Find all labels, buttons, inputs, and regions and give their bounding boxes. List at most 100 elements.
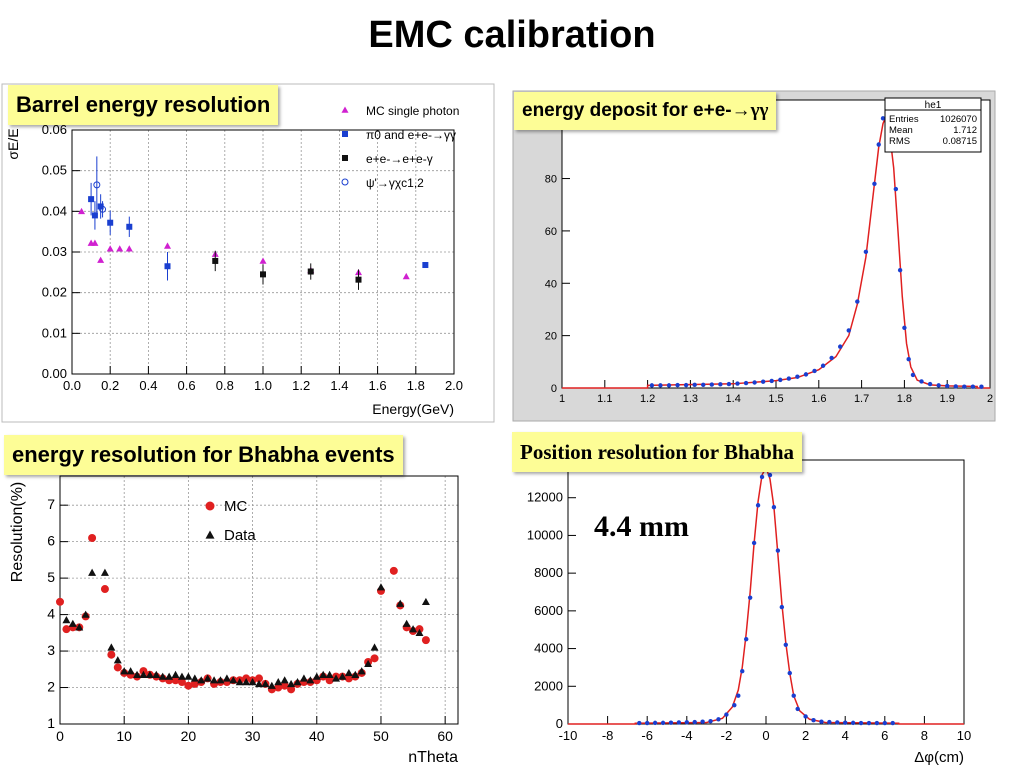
- x-tick-label: 30: [245, 728, 261, 744]
- data-point: [812, 368, 817, 374]
- x-tick-label: 0.2: [101, 378, 119, 393]
- data-point: [106, 245, 114, 252]
- data-point: [116, 245, 124, 252]
- data-point: [274, 683, 283, 692]
- data-point: [212, 257, 219, 264]
- x-tick-label: -8: [602, 728, 614, 743]
- data-point: [120, 667, 129, 675]
- data-point: [370, 643, 379, 651]
- y-tick-label: 80: [545, 174, 557, 186]
- data-point: [970, 384, 976, 389]
- data-point: [855, 299, 860, 304]
- y-tick-label: 4000: [534, 641, 563, 656]
- data-point: [953, 384, 958, 389]
- legend-label: e+e-→e+e-γ: [366, 152, 433, 166]
- x-tick-label: 0.4: [139, 378, 157, 393]
- data-point: [99, 205, 107, 213]
- data-point: [100, 568, 109, 576]
- x-tick-label: 1.0: [254, 378, 272, 393]
- data-point: [882, 720, 887, 726]
- data-point: [260, 271, 266, 278]
- data-point: [858, 720, 864, 726]
- x-tick-label: 1.2: [292, 378, 310, 393]
- data-point: [658, 383, 663, 388]
- data-point: [846, 328, 851, 333]
- data-point: [165, 672, 174, 680]
- data-point: [409, 625, 418, 633]
- data-point: [708, 718, 713, 724]
- data-point: [752, 380, 757, 385]
- data-point: [280, 681, 289, 690]
- data-point: [306, 676, 315, 684]
- x-tick-label: 10: [957, 728, 971, 743]
- data-point: [786, 376, 792, 381]
- data-point: [184, 681, 193, 690]
- data-point: [62, 625, 71, 634]
- data-point: [203, 674, 212, 682]
- data-point: [267, 681, 276, 689]
- data-point: [287, 679, 296, 688]
- x-tick-label: 0: [762, 728, 769, 743]
- gamma-gamma-text: γγ: [750, 100, 769, 121]
- y-tick-label: 2: [47, 679, 55, 695]
- legend-label: π0 and e+e-→γγ: [366, 128, 456, 142]
- data-point: [872, 181, 877, 186]
- data-point: [890, 720, 895, 726]
- data-point: [88, 534, 97, 542]
- x-tick-label: 40: [309, 728, 325, 744]
- y-tick-label: 12000: [527, 490, 563, 505]
- legend-marker: [205, 530, 215, 539]
- data-point: [177, 672, 186, 680]
- data-point: [133, 670, 142, 678]
- data-point: [649, 383, 655, 388]
- y-axis-title: σE/E: [5, 128, 21, 159]
- y-tick-label: 5: [47, 569, 55, 585]
- data-point: [171, 670, 180, 678]
- data-point: [893, 186, 899, 192]
- data-point: [255, 674, 263, 683]
- y-axis-title: Resolution(%): [9, 482, 26, 582]
- data-point: [325, 670, 334, 678]
- x-tick-label: 0.6: [178, 378, 196, 393]
- data-point: [332, 674, 341, 682]
- data-point: [843, 720, 848, 725]
- data-point: [927, 381, 933, 387]
- data-point: [357, 667, 366, 675]
- bhabha-resolution-panel: 0 10 20 30 40 50 60 1 2 3 4 5 6 7 nTheta Resolution(%) M…: [0, 432, 490, 768]
- x-tick-label: 1.1: [597, 393, 612, 405]
- x-tick-label: 1.3: [683, 393, 698, 405]
- data-point: [100, 585, 109, 594]
- x-tick-label: 1.6: [811, 393, 826, 405]
- stats-key: Mean: [889, 125, 913, 136]
- position-resolution-panel: -10 -8 -6 -4 -2 0 2 4 6 8 10 0 2000 4000 6000 8000 10000…: [508, 432, 998, 768]
- data-point: [668, 720, 674, 725]
- legend-marker: [341, 178, 349, 186]
- data-point: [962, 384, 967, 389]
- data-point: [716, 717, 721, 722]
- y-tick-label: 0.00: [42, 366, 67, 381]
- plot-frame: [567, 459, 965, 725]
- data-point: [736, 693, 741, 698]
- data-point: [835, 720, 840, 725]
- data-point: [645, 720, 650, 726]
- data-point: [171, 676, 180, 685]
- y-tick-label: 1: [47, 715, 55, 731]
- data-point: [248, 678, 257, 686]
- data-point: [107, 219, 114, 226]
- legend-marker: [341, 106, 349, 113]
- y-tick-label: 60: [545, 226, 557, 238]
- x-tick-label: 0: [56, 728, 64, 744]
- x-tick-label: 6: [881, 728, 888, 743]
- data-point: [259, 257, 267, 264]
- x-tick-label: 8: [921, 728, 928, 743]
- x-axis-title: Energy(GeV): [372, 401, 454, 417]
- data-point: [945, 383, 950, 389]
- x-tick-label: 60: [437, 728, 453, 744]
- data-point: [769, 378, 774, 384]
- data-point: [850, 720, 856, 726]
- position-resolution-label: Position resolution for Bhabha: [512, 432, 803, 472]
- data-point: [376, 583, 385, 591]
- data-point: [68, 619, 77, 627]
- data-point: [791, 693, 796, 698]
- bhabha-resolution-chart: 0 10 20 30 40 50 60 1 2 3 4 5 6 7 nTheta Resolution(%) M…: [9, 475, 459, 766]
